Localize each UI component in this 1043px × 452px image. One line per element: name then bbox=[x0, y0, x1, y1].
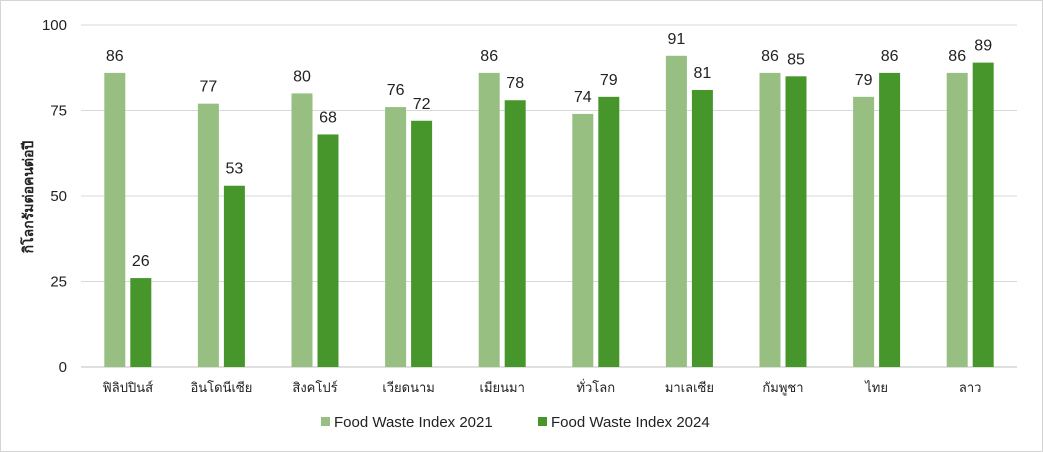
legend-swatch bbox=[538, 417, 547, 426]
x-category-label: เมียนมา bbox=[480, 380, 525, 396]
bar-2021 bbox=[197, 103, 219, 367]
y-axis-title: กิโลกรัมต่อคนต่อปี bbox=[19, 141, 37, 254]
bar-2024 bbox=[411, 120, 433, 367]
data-label: 74 bbox=[574, 89, 592, 106]
bar-2024 bbox=[130, 278, 152, 367]
data-label: 78 bbox=[506, 75, 524, 92]
y-tick-label: 75 bbox=[50, 103, 67, 120]
data-label: 91 bbox=[668, 31, 686, 48]
data-label: 85 bbox=[787, 51, 805, 68]
data-label: 86 bbox=[881, 48, 899, 65]
y-tick-label: 50 bbox=[50, 188, 67, 205]
x-category-label: กัมพูชา bbox=[762, 381, 803, 396]
data-label: 86 bbox=[106, 48, 124, 65]
x-category-label: ลาว bbox=[959, 381, 982, 396]
y-tick-label: 100 bbox=[42, 17, 67, 34]
legend: Food Waste Index 2021 Food Waste Index 20… bbox=[321, 414, 710, 431]
y-tick-label: 0 bbox=[59, 359, 67, 376]
x-category-label: อินโดนีเซีย bbox=[190, 380, 252, 396]
legend-label: Food Waste Index 2024 bbox=[551, 414, 710, 431]
data-labels: 86 26 77 53 80 68 76 72 86 78 74 79 91 81 86 85 79 86 86 89 bbox=[106, 31, 992, 270]
bar-2024 bbox=[691, 89, 713, 367]
bar-2021 bbox=[946, 72, 968, 367]
x-category-label: ไทย bbox=[864, 380, 888, 396]
data-label: 68 bbox=[319, 109, 337, 126]
data-label: 86 bbox=[761, 48, 779, 65]
bar-2024 bbox=[879, 72, 901, 367]
data-label: 26 bbox=[132, 253, 150, 270]
bar-2021 bbox=[759, 72, 781, 367]
x-category-label: ฟิลิปปินส์ bbox=[102, 380, 153, 396]
data-label: 76 bbox=[387, 82, 405, 99]
bar-2024 bbox=[504, 100, 526, 368]
y-tick-label: 25 bbox=[50, 274, 67, 291]
bar-2024 bbox=[785, 76, 807, 368]
data-label: 89 bbox=[974, 38, 992, 55]
data-label: 79 bbox=[600, 72, 618, 89]
bar-2021 bbox=[665, 55, 687, 367]
bar-2024 bbox=[972, 62, 994, 368]
data-label: 79 bbox=[855, 72, 873, 89]
data-label: 77 bbox=[200, 79, 218, 96]
bar-2021 bbox=[853, 96, 875, 367]
bar-2024 bbox=[598, 96, 620, 367]
data-label: 81 bbox=[694, 65, 712, 82]
y-axis-ticks: 0 25 50 75 100 bbox=[42, 17, 67, 376]
bar-2021 bbox=[478, 72, 500, 367]
data-label: 53 bbox=[226, 161, 244, 178]
data-label: 86 bbox=[948, 48, 966, 65]
gridlines bbox=[81, 24, 1017, 368]
bar-2024 bbox=[317, 134, 339, 367]
x-category-label: เวียดนาม bbox=[382, 380, 435, 396]
bar-2021 bbox=[291, 93, 313, 368]
bar-2021 bbox=[572, 113, 594, 367]
legend-swatch bbox=[321, 417, 330, 426]
data-label: 72 bbox=[413, 96, 431, 113]
x-axis-categories: ฟิลิปปินส์ อินโดนีเซีย สิงคโปร์ เวียดนาม เมี… bbox=[102, 379, 981, 396]
x-category-label: สิงคโปร์ bbox=[292, 380, 337, 396]
data-label: 86 bbox=[480, 48, 498, 65]
legend-label: Food Waste Index 2021 bbox=[334, 414, 493, 431]
bar-2024 bbox=[223, 185, 245, 367]
data-label: 80 bbox=[293, 68, 311, 85]
bars bbox=[104, 55, 994, 368]
x-category-label: ทั่วโลก bbox=[576, 379, 615, 396]
bar-2021 bbox=[104, 72, 126, 367]
x-category-label: มาเลเซีย bbox=[665, 380, 714, 396]
bar-2021 bbox=[385, 107, 407, 367]
